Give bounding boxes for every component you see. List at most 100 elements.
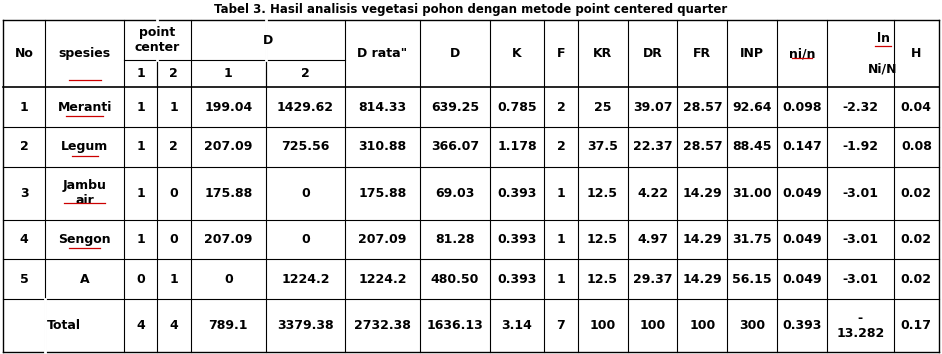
Text: 2: 2 — [557, 141, 565, 153]
Text: 1: 1 — [137, 187, 145, 200]
Text: 1224.2: 1224.2 — [281, 273, 330, 286]
Text: 1: 1 — [137, 101, 145, 114]
Text: 1224.2: 1224.2 — [358, 273, 407, 286]
Text: 0.02: 0.02 — [901, 233, 932, 246]
Text: 14.29: 14.29 — [683, 273, 723, 286]
Text: 175.88: 175.88 — [358, 187, 407, 200]
Text: 0.393: 0.393 — [497, 273, 537, 286]
Text: 100: 100 — [640, 319, 666, 332]
Text: 100: 100 — [590, 319, 616, 332]
Text: ln: ln — [877, 32, 889, 45]
Text: 39.07: 39.07 — [633, 101, 673, 114]
Text: 1: 1 — [224, 67, 233, 80]
Text: 56.15: 56.15 — [733, 273, 772, 286]
Text: 0.02: 0.02 — [901, 187, 932, 200]
Text: 3.14: 3.14 — [502, 319, 532, 332]
Text: 0: 0 — [224, 273, 233, 286]
Text: 2: 2 — [557, 101, 565, 114]
Text: 22.37: 22.37 — [633, 141, 673, 153]
Text: 0.393: 0.393 — [497, 233, 537, 246]
Text: -1.92: -1.92 — [842, 141, 878, 153]
Text: 175.88: 175.88 — [204, 187, 252, 200]
Text: 1.178: 1.178 — [497, 141, 537, 153]
Text: DR: DR — [642, 47, 662, 60]
Text: 2: 2 — [170, 67, 178, 80]
Text: 28.57: 28.57 — [683, 141, 723, 153]
Text: 1: 1 — [557, 187, 565, 200]
Text: 1: 1 — [557, 273, 565, 286]
Text: -
13.282: - 13.282 — [836, 312, 885, 339]
Text: D: D — [263, 34, 273, 47]
Text: 1: 1 — [137, 233, 145, 246]
Text: Meranti: Meranti — [57, 101, 112, 114]
Text: D: D — [450, 47, 461, 60]
Text: 88.45: 88.45 — [733, 141, 772, 153]
Text: 7: 7 — [557, 319, 565, 332]
Text: 725.56: 725.56 — [282, 141, 330, 153]
Text: 0.785: 0.785 — [497, 101, 537, 114]
Text: -3.01: -3.01 — [842, 233, 878, 246]
Text: 37.5: 37.5 — [587, 141, 618, 153]
Text: 0.049: 0.049 — [783, 187, 822, 200]
Text: 14.29: 14.29 — [683, 187, 723, 200]
Text: KR: KR — [593, 47, 612, 60]
Text: 0: 0 — [301, 233, 310, 246]
Text: 2: 2 — [301, 67, 310, 80]
Text: 0: 0 — [301, 187, 310, 200]
Text: 207.09: 207.09 — [204, 233, 252, 246]
Text: Legum: Legum — [61, 141, 108, 153]
Text: 1: 1 — [170, 273, 178, 286]
Text: 0: 0 — [137, 273, 145, 286]
Text: No: No — [15, 47, 34, 60]
Text: 0.393: 0.393 — [497, 187, 537, 200]
Text: Sengon: Sengon — [58, 233, 111, 246]
Text: 3: 3 — [20, 187, 28, 200]
Text: 639.25: 639.25 — [431, 101, 479, 114]
Text: ni/n: ni/n — [788, 47, 816, 60]
Text: 0.098: 0.098 — [783, 101, 822, 114]
Text: K: K — [512, 47, 522, 60]
Text: F: F — [557, 47, 565, 60]
Text: 5: 5 — [20, 273, 28, 286]
Text: 0.17: 0.17 — [901, 319, 932, 332]
Text: 4.22: 4.22 — [637, 187, 668, 200]
Text: 69.03: 69.03 — [435, 187, 475, 200]
Text: 1: 1 — [137, 141, 145, 153]
Text: 92.64: 92.64 — [733, 101, 772, 114]
Text: 4: 4 — [20, 233, 28, 246]
Text: 366.07: 366.07 — [431, 141, 479, 153]
Text: 2: 2 — [20, 141, 28, 153]
Text: 0.049: 0.049 — [783, 273, 822, 286]
Text: 0.08: 0.08 — [901, 141, 932, 153]
Text: Tabel 3. Hasil analisis vegetasi pohon dengan metode point centered quarter: Tabel 3. Hasil analisis vegetasi pohon d… — [215, 2, 727, 16]
Text: 12.5: 12.5 — [587, 233, 618, 246]
Text: 0: 0 — [170, 233, 178, 246]
Text: 1636.13: 1636.13 — [427, 319, 483, 332]
Text: 0.049: 0.049 — [783, 233, 822, 246]
Text: 1: 1 — [170, 101, 178, 114]
Text: -3.01: -3.01 — [842, 273, 878, 286]
Text: Total: Total — [46, 319, 80, 332]
Text: 0: 0 — [170, 187, 178, 200]
Text: 4: 4 — [137, 319, 145, 332]
Text: 3379.38: 3379.38 — [277, 319, 333, 332]
Text: H: H — [911, 47, 921, 60]
Text: 4.97: 4.97 — [637, 233, 668, 246]
Text: D rata": D rata" — [357, 47, 408, 60]
Text: 1: 1 — [557, 233, 565, 246]
Text: 29.37: 29.37 — [633, 273, 673, 286]
Text: FR: FR — [693, 47, 711, 60]
Text: 12.5: 12.5 — [587, 187, 618, 200]
Text: 100: 100 — [690, 319, 716, 332]
Text: Ni/N: Ni/N — [869, 62, 898, 75]
Text: 0.147: 0.147 — [782, 141, 822, 153]
Text: 0.393: 0.393 — [783, 319, 821, 332]
Text: 207.09: 207.09 — [204, 141, 252, 153]
Text: 310.88: 310.88 — [359, 141, 407, 153]
Text: point
center: point center — [135, 26, 180, 54]
Text: 2732.38: 2732.38 — [354, 319, 411, 332]
Text: 480.50: 480.50 — [430, 273, 479, 286]
Text: 31.00: 31.00 — [733, 187, 772, 200]
Text: 0.04: 0.04 — [901, 101, 932, 114]
Text: Jambu
air: Jambu air — [63, 179, 106, 207]
